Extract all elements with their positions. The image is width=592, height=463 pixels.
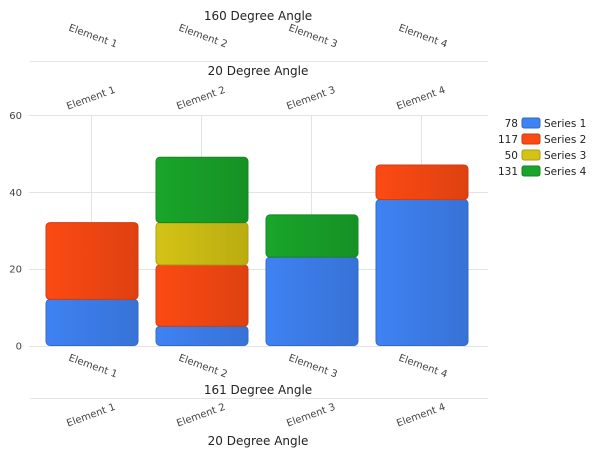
bar-series-4 [265,214,359,258]
legend-swatch [521,133,541,145]
top-inner-axis-ticks: Element 1 Element 2 Element 3 Element 4 [65,85,447,113]
y-axis-ticks: 0 20 40 60 [9,111,22,353]
category-label: Element 1 [67,353,119,381]
y-tick-label: 40 [9,188,22,199]
category-label: Element 2 [175,402,227,430]
bar-series-1 [155,325,249,346]
bar-series-1 [45,298,139,346]
bottom-inner-axis-ticks: Element 1 Element 2 Element 3 Element 4 [67,353,449,381]
bar-series-3 [155,222,249,266]
legend-value: 117 [498,134,518,146]
bottom-outer-axis-title: 20 Degree Angle [208,434,309,448]
category-label: Element 4 [395,85,447,113]
legend-label: Series 4 [544,166,587,178]
bottom-outer-axis-ticks: Element 1 Element 2 Element 3 Element 4 [65,402,447,430]
top-outer-axis-title: 160 Degree Angle [204,9,312,23]
y-tick-label: 0 [16,342,22,353]
legend-swatch [521,117,541,129]
category-label: Element 1 [67,23,119,51]
category-label: Element 2 [177,23,229,51]
legend-swatch [521,165,541,177]
y-tick-label: 20 [9,265,22,276]
legend-label: Series 1 [544,118,586,130]
legend-label: Series 2 [544,134,586,146]
category-label: Element 2 [177,353,229,381]
category-label: Element 1 [65,85,117,113]
bottom-inner-axis-title: 161 Degree Angle [204,383,312,397]
category-label: Element 3 [287,353,339,381]
category-label: Element 4 [397,353,449,381]
category-label: Element 4 [397,23,449,51]
legend: 78 Series 1 117 Series 2 50 Series 3 131 Series… [498,117,587,178]
bar-series-4 [155,156,249,224]
legend-swatch [521,149,541,161]
category-label: Element 3 [285,402,337,430]
legend-label: Series 3 [544,150,586,162]
bar-series-1 [265,256,359,346]
y-tick-label: 60 [9,111,22,122]
bar-series-2 [155,264,249,327]
legend-value: 78 [505,118,518,130]
category-label: Element 4 [395,402,447,430]
category-label: Element 3 [285,85,337,113]
bar-series-2 [45,222,139,300]
top-outer-axis-ticks: Element 1 Element 2 Element 3 Element 4 [67,23,449,51]
legend-value: 131 [498,166,518,178]
category-label: Element 3 [287,23,339,51]
top-inner-axis-title: 20 Degree Angle [208,64,309,78]
category-label: Element 1 [65,402,117,430]
bar-series-2 [375,164,469,201]
bars [45,156,469,346]
legend-value: 50 [505,150,518,162]
category-label: Element 2 [175,85,227,113]
bar-series-1 [375,199,469,346]
